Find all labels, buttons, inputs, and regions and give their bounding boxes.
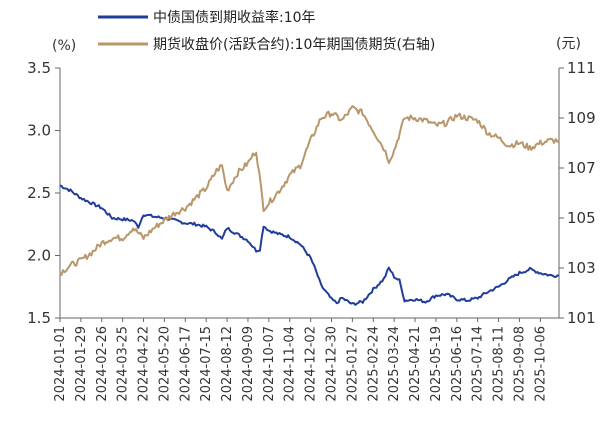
x-tick-label: 2025-05-19 [429,326,444,402]
right-axis-ticks: 101 103 105 107 109 111 [559,59,596,327]
series-layer [59,105,560,306]
x-tick-label: 2025-07-14 [471,326,486,402]
x-tick-label: 2024-07-15 [199,326,214,402]
x-tick-label: 2025-08-11 [492,326,507,402]
x-tick-label: 2025-03-24 [387,326,402,402]
x-tick-label: 2024-05-20 [157,326,172,402]
x-tick-label: 2024-08-12 [220,326,235,402]
x-tick-label: 2024-03-25 [116,326,131,402]
right-tick-label: 103 [567,259,596,277]
x-tick-label: 2024-06-17 [178,326,193,402]
x-tick-label: 2025-04-21 [408,326,423,402]
x-tick-label: 2024-02-26 [95,326,110,402]
right-tick-label: 101 [567,309,596,327]
left-axis-ticks: 1.5 2.0 2.5 3.0 3.5 [27,59,60,327]
right-tick-label: 107 [567,159,596,177]
right-tick-label: 109 [567,109,596,127]
x-tick-label: 2025-02-24 [366,326,381,402]
x-tick-label: 2025-09-08 [512,326,527,402]
left-tick-label: 1.5 [27,309,51,327]
x-tick-label: 2024-01-01 [53,326,68,402]
left-tick-label: 3.0 [27,122,51,140]
series-line-futures [59,105,560,276]
x-tick-label: 2024-09-09 [241,326,256,402]
right-tick-label: 111 [567,59,596,77]
left-tick-label: 2.0 [27,247,51,265]
left-axis-unit: (%) [52,38,76,54]
right-tick-label: 105 [567,209,596,227]
legend-label-yield: 中债国债到期收益率:10年 [153,9,316,26]
x-axis-ticks: 2024-01-01 2024-01-29 2024-02-26 2024-03-25… [53,318,548,402]
x-tick-label: 2025-10-06 [533,326,548,402]
x-tick-label: 2024-10-07 [262,326,277,402]
x-tick-label: 2024-11-04 [283,326,298,402]
x-tick-label: 2024-12-30 [325,326,340,402]
right-axis-unit: (元) [556,36,581,52]
left-tick-label: 2.5 [27,184,51,202]
x-tick-label: 2024-01-29 [74,326,89,402]
legend: 中债国债到期收益率:10年 期货收盘价(活跃合约):10年期国债期货(右轴) [98,9,435,53]
x-tick-label: 2025-06-16 [450,326,465,402]
x-tick-label: 2025-01-27 [345,326,360,402]
legend-label-futures: 期货收盘价(活跃合约):10年期国债期货(右轴) [153,36,435,53]
series-line-yield [59,184,559,306]
x-tick-label: 2024-04-22 [137,326,152,402]
left-tick-label: 3.5 [27,59,51,77]
x-tick-label: 2024-12-02 [304,326,319,402]
